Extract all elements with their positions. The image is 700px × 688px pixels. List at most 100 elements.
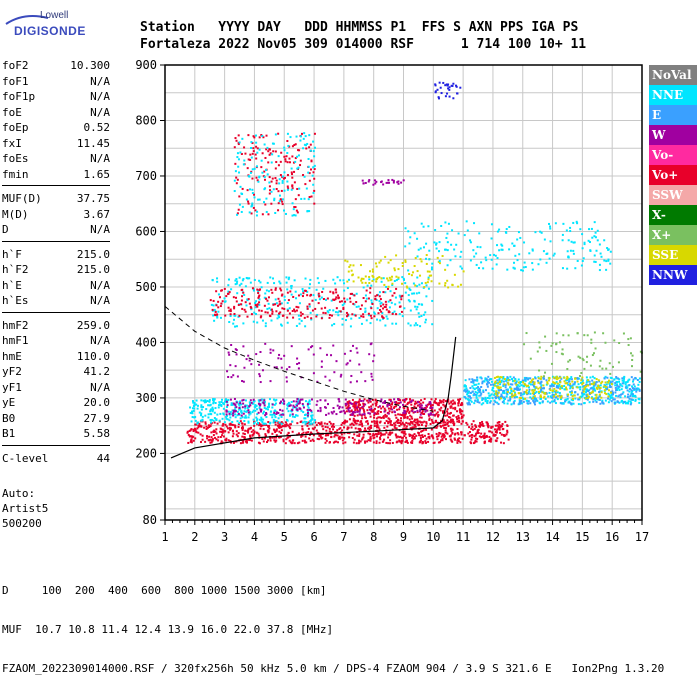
echo-point — [335, 360, 338, 363]
echo-point — [631, 354, 634, 357]
echo-point — [272, 277, 275, 280]
echo-point — [444, 84, 447, 87]
echo-point — [283, 402, 286, 405]
echo-point — [563, 385, 566, 388]
echo-point — [248, 405, 251, 408]
echo-point — [296, 155, 299, 158]
echo-point — [244, 301, 247, 304]
echo-point — [446, 423, 449, 426]
echo-point — [353, 438, 356, 441]
echo-point — [551, 396, 554, 399]
echo-point — [328, 308, 331, 311]
echo-point — [210, 418, 213, 421]
echo-point — [631, 387, 634, 390]
echo-point — [503, 396, 506, 399]
echo-point — [229, 315, 232, 318]
echo-point — [257, 198, 260, 201]
echo-point — [377, 312, 380, 315]
echo-point — [310, 431, 313, 434]
echo-point — [371, 409, 374, 412]
echo-point — [566, 267, 569, 270]
echo-point — [567, 239, 570, 242]
echo-point — [367, 314, 370, 317]
echo-point — [361, 417, 364, 420]
echo-point — [286, 404, 289, 407]
echo-point — [527, 384, 530, 387]
echo-point — [347, 408, 350, 411]
echo-point — [335, 440, 338, 443]
echo-point — [286, 316, 289, 319]
y-tick-label: 600 — [135, 224, 157, 238]
echo-point — [509, 398, 512, 401]
echo-point — [471, 378, 474, 381]
echo-point — [373, 312, 376, 315]
echo-point — [227, 410, 230, 413]
echo-point — [235, 300, 238, 303]
echo-point — [376, 318, 379, 321]
echo-point — [628, 384, 631, 387]
echo-point — [457, 285, 460, 288]
echo-point — [587, 379, 590, 382]
echo-point — [400, 417, 403, 420]
echo-point — [340, 373, 343, 376]
echo-point — [254, 209, 257, 212]
echo-point — [384, 324, 387, 327]
echo-point — [382, 401, 385, 404]
echo-point — [554, 402, 557, 405]
echo-point — [449, 259, 452, 262]
echo-point — [273, 439, 276, 442]
echo-point — [288, 404, 291, 407]
echo-point — [490, 380, 493, 383]
echo-point — [424, 318, 427, 321]
echo-point — [324, 406, 327, 409]
echo-point — [203, 401, 206, 404]
echo-point — [246, 189, 249, 192]
echo-point — [391, 401, 394, 404]
echo-point — [439, 421, 442, 424]
echo-point — [250, 313, 253, 316]
echo-point — [266, 311, 269, 314]
echo-point — [573, 241, 576, 244]
echo-point — [324, 306, 327, 309]
ionogram-chart: 1 2 3 4 5 6 7 8 9 10 11 12 13 14 15 16 17802003004005006… — [135, 58, 649, 544]
echo-point — [278, 414, 281, 417]
echo-point — [397, 180, 400, 183]
echo-point — [506, 402, 509, 405]
echo-point — [260, 410, 263, 413]
echo-point — [448, 435, 451, 438]
echo-point — [266, 408, 269, 411]
echo-point — [281, 398, 284, 401]
echo-point — [515, 396, 518, 399]
echo-point — [253, 422, 256, 425]
echo-point — [551, 393, 554, 396]
echo-point — [310, 318, 313, 321]
echo-point — [538, 341, 541, 344]
echo-point — [583, 393, 586, 396]
echo-point — [561, 385, 564, 388]
echo-point — [383, 407, 386, 410]
echo-point — [286, 185, 289, 188]
echo-point — [541, 387, 544, 390]
echo-point — [525, 392, 528, 395]
echo-point — [402, 411, 405, 414]
echo-point — [448, 420, 451, 423]
echo-point — [486, 423, 489, 426]
echo-point — [297, 400, 300, 403]
echo-point — [383, 410, 386, 413]
echo-point — [220, 440, 223, 443]
echo-point — [425, 257, 428, 260]
echo-point — [593, 381, 596, 384]
echo-point — [416, 237, 419, 240]
echo-point — [277, 314, 280, 317]
echo-point — [303, 143, 306, 146]
param-row: B1 5.58 — [2, 426, 110, 442]
echo-point — [471, 390, 474, 393]
logo-swoosh-icon — [5, 15, 49, 25]
echo-point — [509, 392, 512, 395]
echo-point — [440, 406, 443, 409]
echo-point — [440, 435, 443, 438]
echo-point — [548, 377, 551, 380]
echo-point — [513, 387, 516, 390]
echo-point — [589, 249, 592, 252]
echo-point — [593, 254, 596, 257]
